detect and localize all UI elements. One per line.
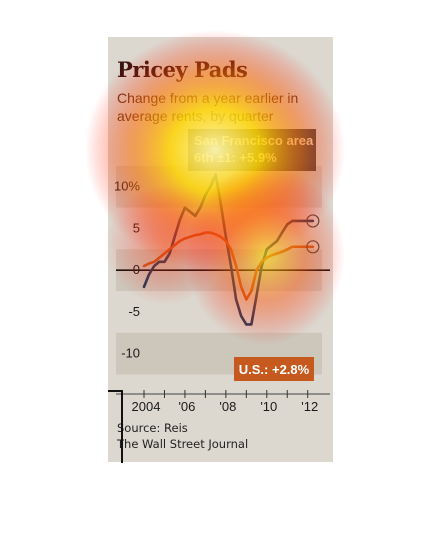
x-tick-label: '10 xyxy=(260,399,277,414)
left-rule xyxy=(121,390,123,463)
y-tick-label: 5 xyxy=(133,220,140,235)
x-tick-label: 2004 xyxy=(132,399,161,414)
chart-card: Pricey Pads Change from a year earlier i… xyxy=(108,37,333,462)
x-axis: 2004 '06 '08 '10 '12 xyxy=(116,390,330,414)
y-tick-label: -5 xyxy=(128,304,140,319)
us-label-box xyxy=(234,357,314,381)
x-tick-label: '08 xyxy=(219,399,236,414)
x-tick-label: '12 xyxy=(301,399,318,414)
y-tick-label: 10% xyxy=(114,179,140,194)
line-chart: 10%50-5-10 2004'06'08'10'12 San Francisc… xyxy=(114,129,330,414)
y-tick-label: -10 xyxy=(121,346,140,361)
publisher-note: The Wall Street Journal xyxy=(117,437,249,451)
left-tick xyxy=(108,390,122,392)
us-annotation: U.S.: +2.8% xyxy=(239,362,310,377)
y-tick-label: 0 xyxy=(133,262,140,277)
x-tick-label: '06 xyxy=(178,399,195,414)
source-note: Source: Reis xyxy=(117,421,188,435)
